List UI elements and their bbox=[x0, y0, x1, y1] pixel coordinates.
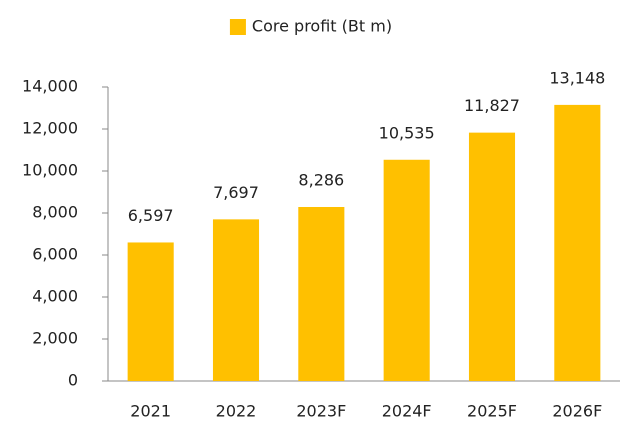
y-tick-label: 0 bbox=[68, 371, 78, 390]
y-tick-label: 4,000 bbox=[32, 287, 78, 306]
bar bbox=[468, 132, 516, 381]
data-label: 11,827 bbox=[464, 96, 520, 115]
y-tick-label: 8,000 bbox=[32, 203, 78, 222]
y-tick-label: 2,000 bbox=[32, 329, 78, 348]
bar bbox=[554, 104, 601, 381]
y-tick-label: 6,000 bbox=[32, 245, 78, 264]
data-label: 10,535 bbox=[379, 123, 435, 142]
bar bbox=[127, 242, 174, 381]
x-tick-label: 2023F bbox=[296, 402, 346, 421]
bar bbox=[212, 219, 260, 381]
x-tick-label: 2026F bbox=[552, 402, 602, 421]
x-tick-label: 2024F bbox=[382, 402, 432, 421]
y-tick-label: 12,000 bbox=[22, 119, 78, 138]
data-label: 13,148 bbox=[549, 68, 605, 87]
data-label: 6,597 bbox=[128, 206, 174, 225]
bar bbox=[383, 159, 430, 381]
x-tick-label: 2022 bbox=[216, 402, 257, 421]
legend-label: Core profit (Bt m) bbox=[252, 17, 392, 36]
y-tick-label: 10,000 bbox=[22, 161, 78, 180]
legend-swatch bbox=[229, 19, 246, 35]
bar bbox=[298, 206, 345, 381]
data-label: 7,697 bbox=[213, 183, 259, 202]
data-label: 8,286 bbox=[298, 170, 344, 189]
y-tick-label: 14,000 bbox=[22, 77, 78, 96]
x-tick-label: 2021 bbox=[130, 402, 171, 421]
x-tick-label: 2025F bbox=[467, 402, 517, 421]
